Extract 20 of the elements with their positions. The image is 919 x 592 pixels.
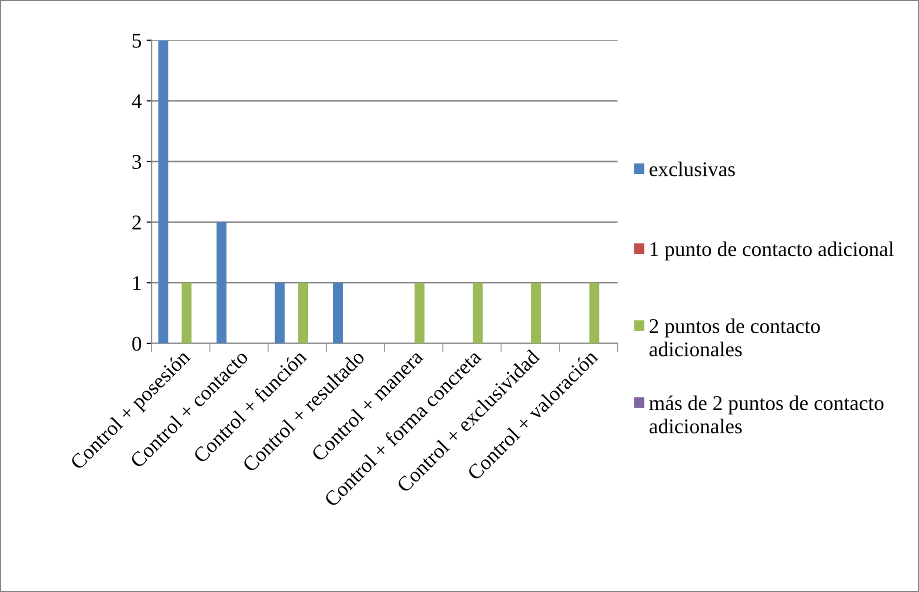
y-tick-label: 5 (132, 34, 142, 48)
y-tick-label: 2 (132, 216, 141, 230)
bar (298, 282, 308, 344)
bar (274, 282, 285, 344)
legend-label: 2 puntos de contacto adicionales (650, 318, 820, 356)
bar (158, 40, 168, 344)
bar (414, 282, 424, 344)
bar (216, 222, 226, 344)
y-tick-label: 0 (132, 336, 142, 351)
bar (531, 282, 541, 344)
bar (182, 282, 192, 344)
y-tick-label: 3 (132, 154, 142, 169)
bar (472, 282, 483, 344)
legend-label: 1 punto de contacto adicional (650, 242, 894, 260)
bar (333, 282, 343, 344)
legend-label: exclusivas (650, 162, 735, 176)
y-tick-label: 1 (133, 276, 141, 290)
legend-label: más de 2 puntos de contacto adicionales (649, 395, 884, 434)
y-tick-label: 4 (132, 94, 142, 108)
bar (589, 282, 600, 344)
